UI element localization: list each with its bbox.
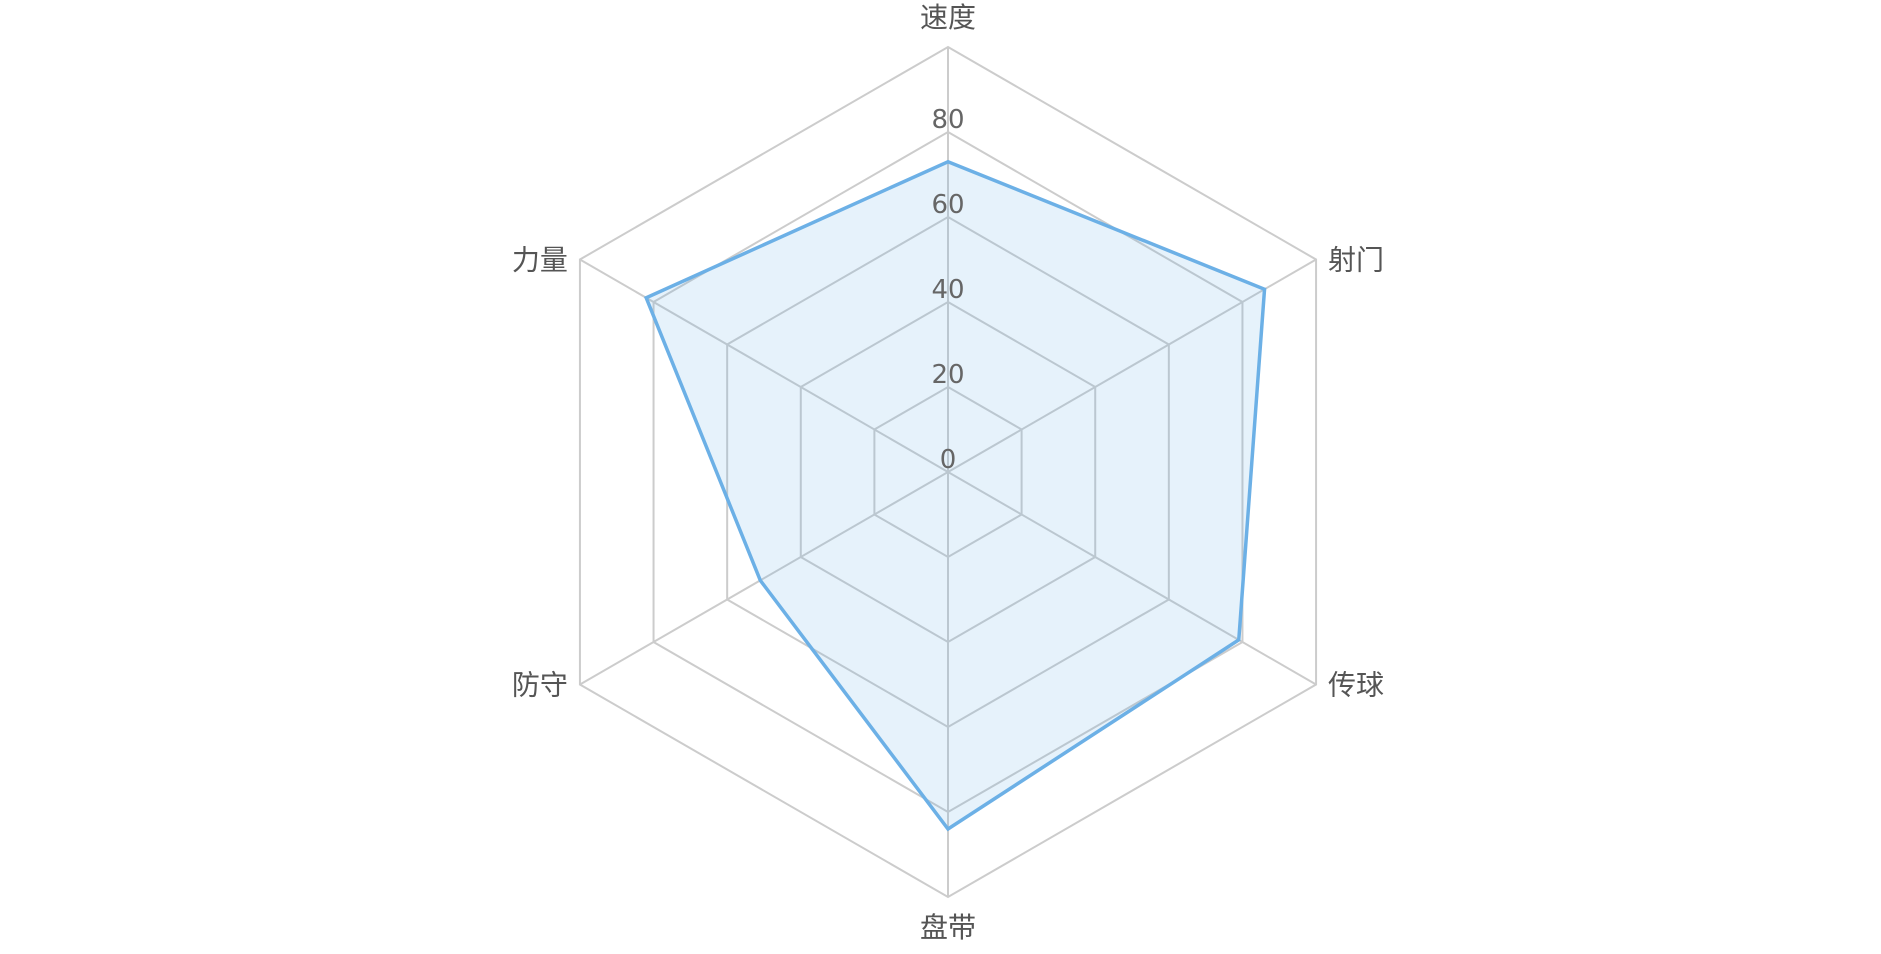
tick-label: 40 [931, 275, 964, 305]
tick-label: 60 [931, 190, 964, 220]
tick-label: 0 [940, 445, 957, 475]
tick-label: 80 [931, 105, 964, 135]
axis-label: 传球 [1328, 669, 1384, 702]
series-line [643, 159, 1267, 832]
tick-label: 20 [931, 360, 964, 390]
axis-spoke [579, 471, 949, 686]
axis-spoke [947, 258, 1317, 473]
radar-series [643, 159, 1267, 832]
axis-spoke [947, 471, 1317, 686]
axis-label: 防守 [512, 669, 568, 702]
axis-spoke [579, 258, 949, 473]
axis-label: 射门 [1328, 244, 1384, 277]
axis-label: 速度 [920, 1, 976, 34]
axis-label: 力量 [512, 244, 568, 277]
radar-tick-labels: 0 20 40 60 80 [931, 105, 964, 475]
series-area [646, 161, 1265, 829]
axis-label: 盘带 [920, 911, 976, 944]
radar-grid [578, 45, 1318, 899]
